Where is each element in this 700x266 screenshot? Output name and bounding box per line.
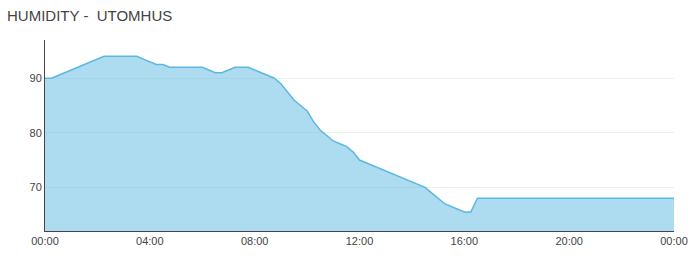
svg-text:08:00: 08:00 bbox=[241, 235, 269, 247]
svg-text:HUMIDITY - UTOMHUS: HUMIDITY - UTOMHUS bbox=[7, 7, 172, 24]
svg-text:00:00: 00:00 bbox=[31, 235, 59, 247]
svg-text:90: 90 bbox=[30, 72, 42, 84]
svg-text:12:00: 12:00 bbox=[346, 235, 374, 247]
svg-text:80: 80 bbox=[30, 127, 42, 139]
svg-text:00:00: 00:00 bbox=[660, 235, 688, 247]
svg-text:16:00: 16:00 bbox=[451, 235, 479, 247]
svg-text:04:00: 04:00 bbox=[136, 235, 164, 247]
svg-text:20:00: 20:00 bbox=[555, 235, 583, 247]
svg-text:70: 70 bbox=[30, 181, 42, 193]
